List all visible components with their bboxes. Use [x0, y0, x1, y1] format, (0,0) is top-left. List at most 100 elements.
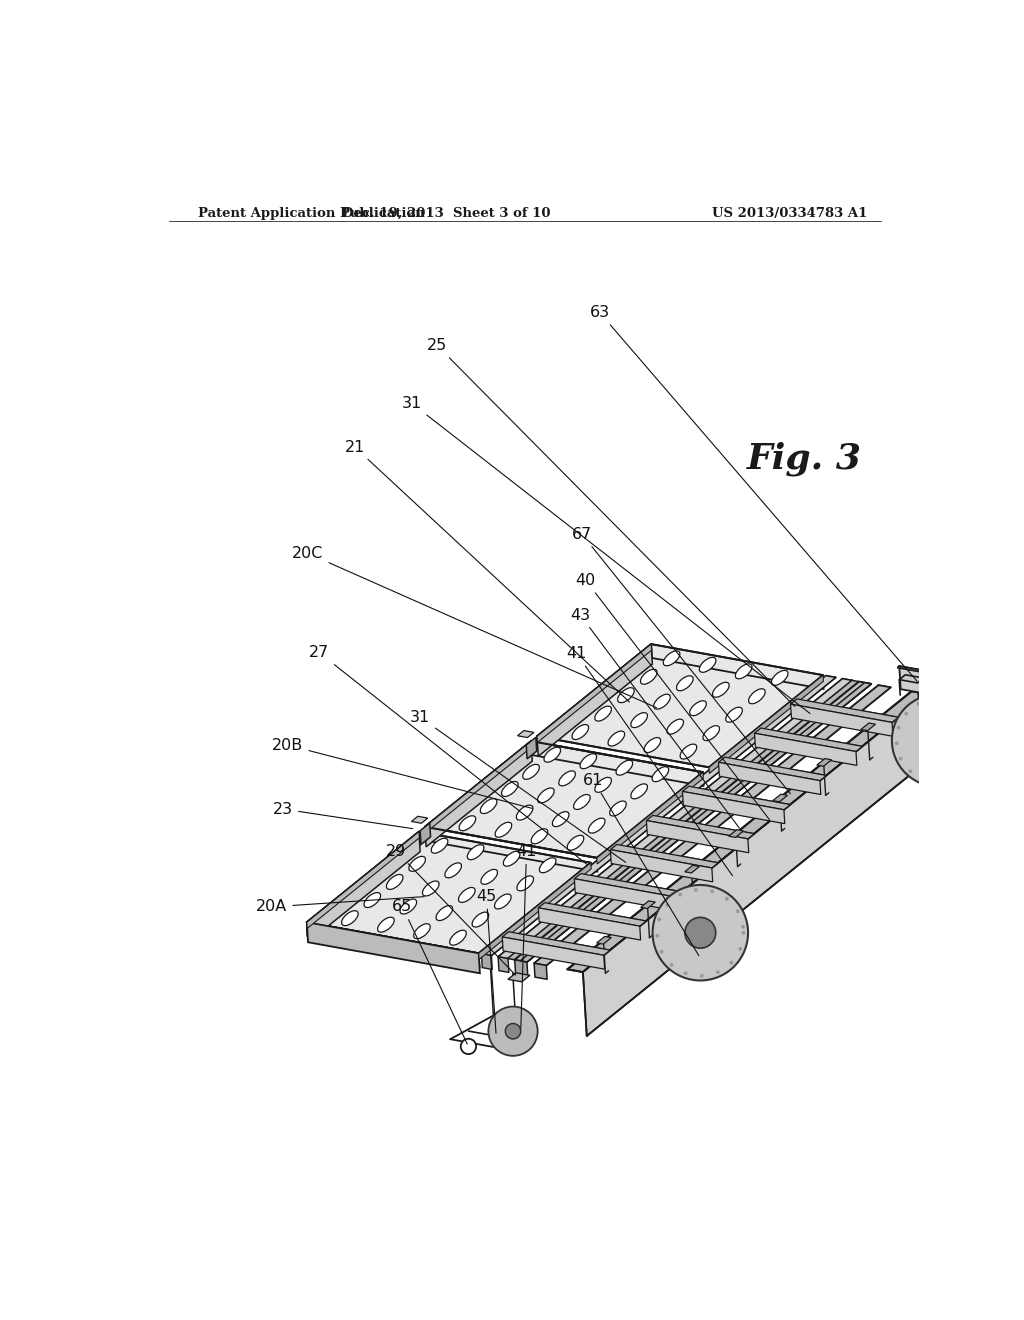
Polygon shape [503, 932, 610, 956]
Ellipse shape [423, 880, 439, 896]
Polygon shape [574, 874, 682, 898]
Polygon shape [498, 678, 852, 958]
Polygon shape [425, 741, 531, 841]
Text: 31: 31 [410, 710, 626, 862]
Text: 63: 63 [590, 305, 918, 681]
Polygon shape [307, 923, 480, 973]
Ellipse shape [735, 664, 752, 678]
Text: 40: 40 [575, 573, 769, 820]
Ellipse shape [726, 708, 742, 722]
Polygon shape [307, 832, 419, 928]
Ellipse shape [771, 671, 788, 685]
Ellipse shape [444, 863, 462, 878]
Circle shape [953, 776, 957, 780]
Ellipse shape [459, 887, 475, 903]
Polygon shape [425, 741, 531, 833]
Circle shape [716, 970, 720, 974]
Polygon shape [307, 832, 591, 953]
Polygon shape [641, 900, 655, 908]
Polygon shape [567, 692, 928, 972]
Polygon shape [535, 685, 891, 965]
Ellipse shape [538, 788, 554, 803]
Polygon shape [537, 644, 652, 750]
Text: 31: 31 [401, 396, 810, 714]
Ellipse shape [749, 689, 765, 704]
Ellipse shape [690, 701, 707, 715]
Polygon shape [791, 704, 893, 737]
Polygon shape [646, 816, 755, 838]
Ellipse shape [640, 669, 657, 684]
Polygon shape [597, 772, 703, 865]
Circle shape [916, 702, 921, 706]
Ellipse shape [400, 899, 417, 913]
Polygon shape [899, 675, 924, 682]
Ellipse shape [496, 822, 512, 837]
Polygon shape [539, 903, 646, 927]
Ellipse shape [609, 801, 627, 816]
Ellipse shape [431, 838, 447, 853]
Circle shape [741, 931, 745, 935]
Circle shape [892, 694, 984, 787]
Ellipse shape [580, 754, 597, 768]
Ellipse shape [652, 767, 669, 781]
Polygon shape [861, 723, 876, 731]
Circle shape [972, 718, 976, 722]
Ellipse shape [495, 894, 511, 909]
Circle shape [684, 972, 687, 975]
Circle shape [461, 1039, 476, 1055]
Circle shape [657, 917, 662, 921]
Ellipse shape [702, 726, 720, 741]
Circle shape [694, 888, 697, 892]
Ellipse shape [699, 657, 716, 672]
Circle shape [736, 909, 739, 913]
Ellipse shape [531, 829, 548, 843]
Polygon shape [897, 667, 929, 673]
Ellipse shape [480, 799, 497, 813]
Circle shape [655, 933, 659, 937]
Circle shape [666, 903, 670, 907]
Ellipse shape [616, 760, 633, 775]
Circle shape [678, 892, 682, 896]
Circle shape [700, 974, 703, 978]
Ellipse shape [608, 731, 625, 746]
Polygon shape [535, 964, 547, 979]
Circle shape [947, 698, 951, 702]
Circle shape [977, 733, 981, 737]
Polygon shape [773, 795, 787, 801]
Polygon shape [682, 787, 791, 809]
Circle shape [962, 706, 966, 710]
Ellipse shape [617, 688, 634, 702]
Circle shape [652, 884, 749, 981]
Text: 61: 61 [584, 774, 699, 956]
Polygon shape [719, 763, 821, 795]
Polygon shape [307, 923, 479, 968]
Polygon shape [755, 729, 862, 751]
Circle shape [738, 946, 742, 950]
Polygon shape [719, 758, 826, 780]
Text: 45: 45 [476, 888, 497, 1034]
Ellipse shape [653, 694, 671, 709]
Ellipse shape [378, 917, 394, 932]
Text: US 2013/0334783 A1: US 2013/0334783 A1 [712, 206, 867, 219]
Circle shape [904, 711, 908, 715]
Circle shape [922, 777, 926, 781]
Ellipse shape [504, 851, 520, 866]
Polygon shape [481, 676, 836, 956]
Polygon shape [610, 845, 718, 869]
Ellipse shape [467, 845, 484, 859]
Polygon shape [539, 908, 641, 940]
Ellipse shape [644, 738, 660, 752]
Polygon shape [503, 937, 604, 969]
Ellipse shape [713, 682, 729, 697]
Circle shape [932, 697, 936, 701]
Ellipse shape [567, 836, 584, 850]
Polygon shape [307, 832, 420, 942]
Polygon shape [508, 680, 858, 960]
Circle shape [685, 917, 716, 948]
Polygon shape [791, 698, 898, 722]
Polygon shape [520, 682, 871, 962]
Ellipse shape [409, 857, 425, 871]
Polygon shape [478, 863, 591, 960]
Text: 65: 65 [392, 899, 467, 1044]
Ellipse shape [595, 706, 611, 721]
